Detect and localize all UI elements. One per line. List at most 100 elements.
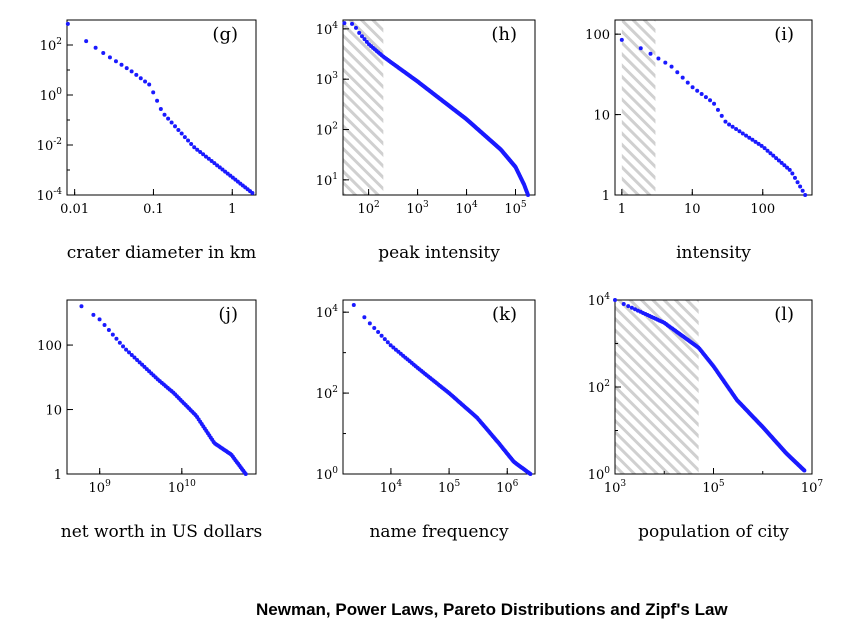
data-point — [212, 161, 217, 166]
y-tick-label-base: 10 — [316, 124, 333, 139]
x-tick-label-base: 10 — [406, 202, 423, 217]
y-tick-label-exponent: 1 — [332, 172, 338, 182]
data-point — [198, 150, 203, 155]
x-tick-label: 104 — [380, 479, 403, 496]
data-point — [158, 107, 163, 112]
y-tick-label-exponent: -2 — [53, 137, 62, 147]
data-point — [169, 120, 174, 125]
data-point — [147, 82, 152, 87]
data-point — [65, 21, 70, 26]
data-point — [699, 91, 704, 96]
data-point — [138, 76, 143, 81]
x-tick-label: 105 — [504, 200, 527, 217]
y-tick-label-base: 10 — [45, 404, 62, 419]
data-point — [768, 151, 773, 156]
x-tick-label-base: 10 — [168, 481, 185, 496]
y-tick-label: 10-4 — [37, 187, 63, 204]
data-point — [124, 66, 129, 71]
data-point — [357, 30, 362, 35]
y-tick-label-exponent: 0 — [56, 87, 62, 97]
data-point — [93, 45, 98, 50]
x-tick-label-exponent: 4 — [472, 200, 478, 210]
x-tick-label: 0.1 — [143, 202, 164, 217]
data-point — [747, 135, 752, 140]
figure-credit: Newman, Power Laws, Pareto Distributions… — [256, 600, 728, 619]
data-point — [372, 325, 377, 330]
data-point — [744, 133, 749, 138]
y-tick-label-base: 1 — [54, 468, 62, 483]
x-tick-label: 100 — [750, 202, 775, 217]
x-axis-label: name frequency — [369, 522, 509, 542]
data-point — [626, 304, 631, 309]
data-point — [129, 69, 134, 74]
x-tick-label-exponent: 9 — [105, 479, 111, 489]
data-point — [782, 163, 787, 168]
data-point — [798, 184, 803, 189]
data-point — [528, 472, 533, 476]
y-tick-label: 100 — [37, 339, 62, 354]
shaded-region — [343, 20, 384, 195]
data-point — [151, 90, 156, 95]
data-point — [712, 101, 717, 106]
data-point — [121, 344, 126, 349]
data-point — [619, 37, 624, 42]
data-point — [173, 124, 178, 129]
panel-i: 1 10 100 1 10 100 (i) intensity — [585, 19, 813, 263]
data-point — [359, 34, 364, 39]
x-tick-label-base: 10 — [89, 481, 106, 496]
plot-frame — [342, 19, 536, 196]
x-tick-label: 109 — [89, 479, 112, 496]
y-tick-label-exponent: -4 — [53, 187, 62, 197]
x-axis-label: population of city — [638, 522, 789, 542]
plot-frame — [66, 299, 257, 475]
data-point — [734, 127, 739, 132]
plot-frame — [614, 19, 813, 196]
y-tick-label: 100 — [588, 466, 611, 483]
x-axis-label: crater diameter in km — [67, 243, 256, 263]
shaded-region — [615, 300, 699, 474]
data-point — [719, 113, 724, 118]
data-point — [629, 305, 634, 310]
x-tick-label-base: 1 — [618, 202, 626, 217]
data-point — [362, 315, 367, 320]
y-tick-label-base: 10 — [40, 39, 57, 54]
x-tick-label: 105 — [438, 479, 461, 496]
data-point — [802, 468, 807, 473]
x-tick-label-exponent: 2 — [374, 200, 380, 210]
data-point — [143, 79, 148, 84]
y-tick-label-base: 1 — [602, 189, 610, 204]
y-tick-label: 102 — [588, 379, 610, 396]
y-tick-label: 102 — [316, 122, 338, 139]
data-point — [101, 51, 106, 56]
data-point — [715, 107, 720, 112]
panel-label: (l) — [774, 304, 794, 325]
y-tick-label: 10 — [45, 404, 62, 419]
x-tick-label-base: 10 — [496, 481, 513, 496]
data-point — [353, 25, 358, 30]
x-tick-label-exponent: 3 — [423, 200, 429, 210]
data-point — [179, 131, 184, 136]
x-tick-label-base: 0.1 — [143, 202, 164, 217]
x-tick-label-exponent: 10 — [184, 479, 196, 489]
x-tick-label-base: 10 — [380, 481, 397, 496]
data-point — [708, 98, 713, 103]
data-point — [107, 55, 112, 60]
data-point — [351, 303, 356, 308]
data-point — [97, 317, 102, 322]
y-tick-label-base: 10 — [316, 306, 333, 321]
data-point — [110, 332, 115, 337]
data-point — [727, 122, 732, 127]
y-tick-label-exponent: 4 — [604, 292, 610, 302]
plot-frame — [66, 19, 257, 196]
y-tick-label-base: 10 — [40, 89, 57, 104]
x-tick-label-base: 10 — [702, 481, 719, 496]
data-point — [790, 171, 795, 176]
x-tick-label-exponent: 4 — [396, 479, 402, 489]
data-point — [685, 80, 690, 85]
data-point — [102, 323, 107, 328]
y-tick-label-base: 10 — [316, 174, 333, 189]
data-point — [690, 85, 695, 90]
y-tick-label-exponent: 0 — [332, 466, 338, 476]
y-tick-label: 100 — [40, 87, 63, 104]
